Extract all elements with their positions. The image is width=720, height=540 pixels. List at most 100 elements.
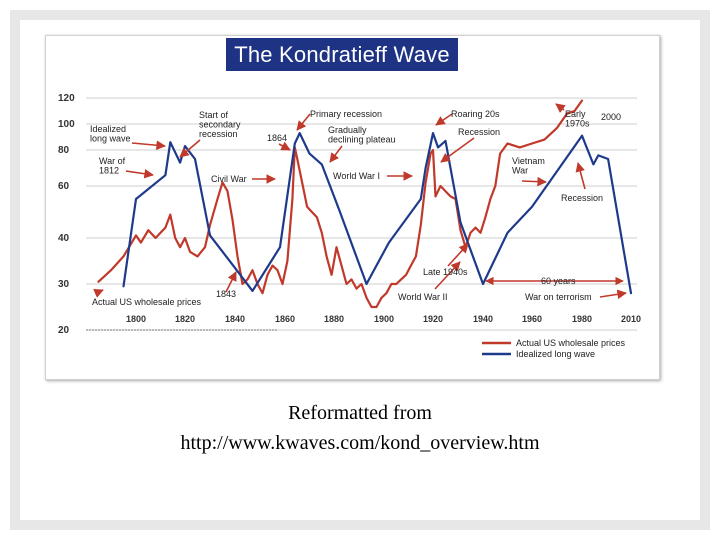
annotation: World War II (398, 292, 448, 302)
annotation: War on terrorism (525, 292, 592, 302)
data-point (251, 290, 254, 292)
annotation-arrow (179, 139, 201, 158)
annotation: Idealized long wave (90, 124, 131, 144)
data-point (489, 198, 491, 200)
data-point (405, 274, 407, 276)
data-point (365, 283, 368, 285)
data-point (360, 283, 363, 285)
annotation: 60 years (541, 276, 576, 286)
data-point (531, 206, 533, 208)
data-point (326, 255, 328, 257)
data-point (169, 141, 171, 143)
data-point (469, 232, 472, 234)
data-point (630, 292, 632, 294)
annotation-arrow (440, 137, 475, 163)
data-point (573, 110, 576, 112)
data-point (395, 283, 397, 285)
data-point (432, 149, 434, 151)
data-point (194, 158, 196, 160)
data-point (236, 255, 239, 257)
y-tick-label: 40 (58, 233, 70, 244)
data-point (221, 181, 224, 183)
data-point (110, 269, 112, 271)
data-point (581, 135, 583, 137)
data-point (385, 292, 388, 294)
data-point (506, 142, 509, 145)
data-point (179, 246, 181, 248)
annotation: Early 1970s (565, 109, 590, 129)
data-point (335, 246, 338, 248)
data-point (204, 246, 206, 248)
data-point (420, 198, 422, 200)
data-point (439, 185, 442, 187)
annotation-arrow (296, 113, 311, 131)
data-point (216, 198, 219, 200)
annotation-arrow (131, 140, 166, 150)
data-point (159, 232, 162, 234)
data-point (261, 292, 264, 294)
data-point (164, 174, 166, 176)
y-tick-label: 60 (58, 181, 70, 192)
data-point (308, 153, 311, 155)
caption-line-1: Reformatted from (288, 402, 432, 424)
annotation-arrow (329, 145, 343, 163)
annotation-arrow (225, 271, 237, 293)
chart-frame (45, 35, 660, 380)
data-point (281, 283, 284, 285)
data-point (444, 140, 447, 142)
data-point (479, 232, 482, 234)
x-tick-label: 1840 (225, 314, 245, 324)
data-point (499, 153, 501, 155)
data-point (196, 255, 199, 257)
x-tick-label: 1940 (473, 314, 493, 324)
x-tick-label: 1960 (522, 314, 542, 324)
data-point (370, 306, 373, 308)
annotation: Start of secondary recession (199, 110, 241, 139)
data-point (279, 246, 281, 248)
data-point (97, 281, 100, 283)
annotation-arrow (599, 289, 627, 300)
data-point (184, 145, 186, 147)
data-point (226, 190, 229, 192)
annotation: Actual US wholesale prices (92, 297, 202, 307)
data-point (592, 163, 595, 165)
y-tick-label: 30 (58, 279, 70, 290)
annotation: Vietnam War (512, 156, 545, 176)
annotation-arrow (555, 103, 566, 114)
annotation-arrow (447, 243, 469, 267)
caption-line-2: http://www.kwaves.com/kond_overview.htm (180, 432, 540, 454)
data-point (179, 162, 181, 164)
annotation: Civil War (211, 174, 247, 184)
data-point (345, 283, 348, 285)
data-point (415, 255, 417, 257)
annotation-arrow (125, 168, 154, 179)
data-point (294, 142, 296, 145)
data-point (449, 195, 452, 197)
annotation: Primary recession (310, 109, 382, 119)
data-point (231, 219, 234, 221)
annotation: Recession (458, 127, 500, 137)
data-point (122, 255, 125, 257)
data-point (299, 132, 301, 134)
data-point (482, 283, 484, 285)
data-point (607, 158, 609, 160)
data-point (432, 132, 434, 134)
data-point (306, 206, 308, 208)
data-point (321, 232, 323, 234)
data-point (169, 214, 171, 216)
data-point (519, 146, 521, 148)
data-point (316, 216, 318, 218)
data-point (174, 237, 176, 239)
data-point (291, 198, 293, 200)
data-point (321, 163, 323, 165)
data-point (459, 229, 462, 231)
data-point (484, 216, 487, 218)
annotation-arrow (278, 141, 291, 151)
data-point (340, 265, 343, 267)
y-tick-label: 80 (58, 145, 70, 156)
data-point (425, 167, 427, 169)
data-point (566, 113, 568, 115)
data-point (459, 221, 462, 223)
x-tick-label: 1980 (572, 314, 592, 324)
